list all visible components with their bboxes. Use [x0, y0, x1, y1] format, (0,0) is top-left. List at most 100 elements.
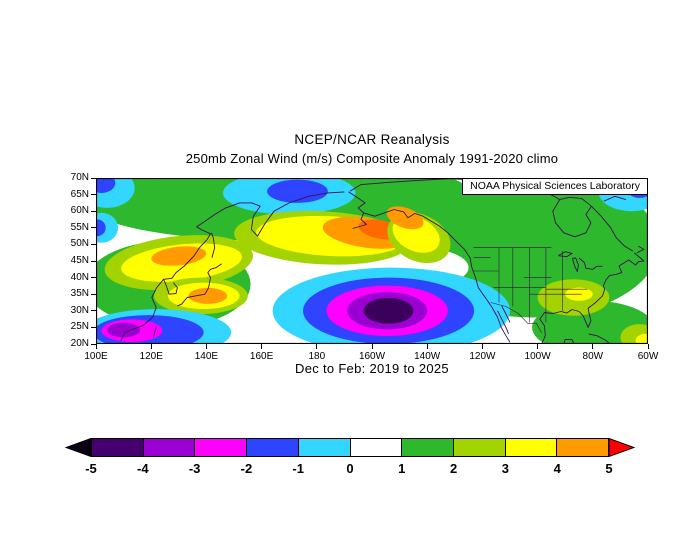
colorbar-cell: [505, 439, 558, 456]
colorbar-cell: [143, 439, 196, 456]
colorbar-right-arrow: [609, 438, 635, 457]
lon-tick-mark: [95, 344, 97, 349]
lon-tick-mark: [481, 344, 483, 349]
colorbar-cell: [298, 439, 351, 456]
lat-tick-label: 60N: [70, 205, 89, 217]
anomaly-fill-region: [386, 206, 424, 230]
lon-tick-label: 80W: [582, 351, 604, 362]
lat-tick-label: 40N: [70, 271, 89, 283]
anomaly-fill-region: [188, 287, 228, 304]
coastline: [552, 196, 592, 238]
coastline: [210, 232, 216, 258]
colorbar-tick-label: -2: [240, 461, 253, 476]
lon-tick-label: 100E: [84, 351, 108, 362]
colorbar-tick-label: 0: [346, 461, 354, 476]
colorbar-left-arrow: [65, 438, 91, 457]
colorbar-tick-label: -3: [188, 461, 201, 476]
lon-tick-mark: [261, 344, 263, 349]
colorbar-cell: [195, 439, 248, 456]
colorbar-cells: [91, 438, 609, 457]
colorbar: [65, 438, 635, 457]
lat-tick-mark: [91, 177, 96, 179]
coastline: [120, 191, 345, 341]
lat-tick-mark: [91, 227, 96, 229]
lat-tick-mark: [91, 326, 96, 328]
lat-tick-label: 70N: [70, 172, 89, 183]
colorbar-cell: [247, 439, 299, 456]
colorbar-cell: [453, 439, 506, 456]
lat-tick-mark: [91, 310, 96, 312]
anomaly-fill-region: [267, 179, 328, 203]
lat-tick-mark: [91, 293, 96, 295]
colorbar-cell: [557, 439, 609, 456]
colorbar-cell: [350, 439, 403, 456]
anomaly-fill-region: [96, 178, 116, 193]
coastline: [152, 326, 157, 338]
anomaly-fill-region: [96, 212, 119, 243]
lon-tick-label: 120W: [469, 351, 496, 362]
lon-tick-mark: [316, 344, 318, 349]
lat-tick-mark: [91, 343, 96, 345]
lat-tick-mark: [91, 243, 96, 245]
coastline: [501, 305, 511, 323]
coastline: [348, 191, 511, 343]
anomaly-fill-region: [635, 334, 648, 344]
colorbar-tick-label: 4: [553, 461, 561, 476]
chart-subtitle: 250mb Zonal Wind (m/s) Composite Anomaly…: [185, 151, 559, 166]
lon-tick-mark: [647, 344, 649, 349]
colorbar-tick-label: 5: [605, 461, 613, 476]
lat-tick-mark: [91, 194, 96, 196]
anomaly-fill-region: [151, 246, 207, 266]
lon-tick-label: 160E: [249, 351, 274, 362]
lat-tick-label: 35N: [70, 288, 89, 300]
lon-tick-mark: [592, 344, 594, 349]
coastline: [603, 195, 627, 202]
lon-tick-mark: [371, 344, 373, 349]
coastline: [177, 263, 222, 307]
lon-tick-label: 120E: [139, 351, 163, 362]
coastline: [636, 245, 645, 254]
lat-tick-mark: [91, 277, 96, 279]
lon-tick-mark: [205, 344, 207, 349]
anomaly-fill-region: [96, 219, 106, 237]
colorbar-tick-label: 1: [398, 461, 406, 476]
colorbar-cell: [92, 439, 144, 456]
colorbar-left-arrow: [65, 438, 91, 457]
anomaly-map: [96, 178, 648, 344]
noaa-branding-label: NOAA Physical Sciences Laboratory: [462, 178, 648, 195]
coastline: [558, 251, 573, 258]
coastline: [578, 257, 603, 270]
map-plot: NOAA Physical Sciences Laboratory: [96, 178, 648, 344]
lon-tick-label: 180: [308, 351, 326, 362]
coastline: [591, 205, 634, 252]
lon-tick-label: 160W: [358, 351, 386, 362]
lat-tick-label: 45N: [70, 255, 89, 266]
lon-tick-label: 60W: [637, 351, 659, 362]
coastline: [163, 279, 178, 295]
caption: Dec to Feb: 2019 to 2025: [295, 361, 449, 376]
lon-tick-mark: [426, 344, 428, 349]
colorbar-tick-label: -1: [292, 461, 304, 476]
lat-tick-label: 30N: [70, 304, 89, 316]
lon-tick-mark: [537, 344, 539, 349]
colorbar-tick-label: -4: [137, 461, 149, 476]
colorbar-tick-label: 3: [501, 461, 510, 476]
colorbar-cell: [402, 439, 454, 456]
coastline: [571, 257, 579, 273]
coastline: [563, 338, 575, 344]
lat-tick-label: 20N: [70, 338, 89, 349]
lat-tick-mark: [91, 260, 96, 262]
lon-tick-label: 140W: [414, 351, 441, 362]
political-border: [490, 302, 542, 334]
colorbar-tick-label: -5: [85, 461, 97, 476]
lat-tick-mark: [91, 210, 96, 212]
anomaly-fill-region: [363, 297, 414, 324]
lon-tick-label: 140E: [194, 351, 219, 362]
coastline: [352, 212, 367, 229]
lat-tick-label: 50N: [70, 238, 89, 250]
coastline: [539, 252, 645, 344]
plot-frame: [96, 178, 648, 344]
anomaly-fill-region: [107, 322, 141, 338]
lon-tick-label: 100W: [524, 351, 551, 362]
chart-title: NCEP/NCAR Reanalysis: [294, 132, 450, 147]
